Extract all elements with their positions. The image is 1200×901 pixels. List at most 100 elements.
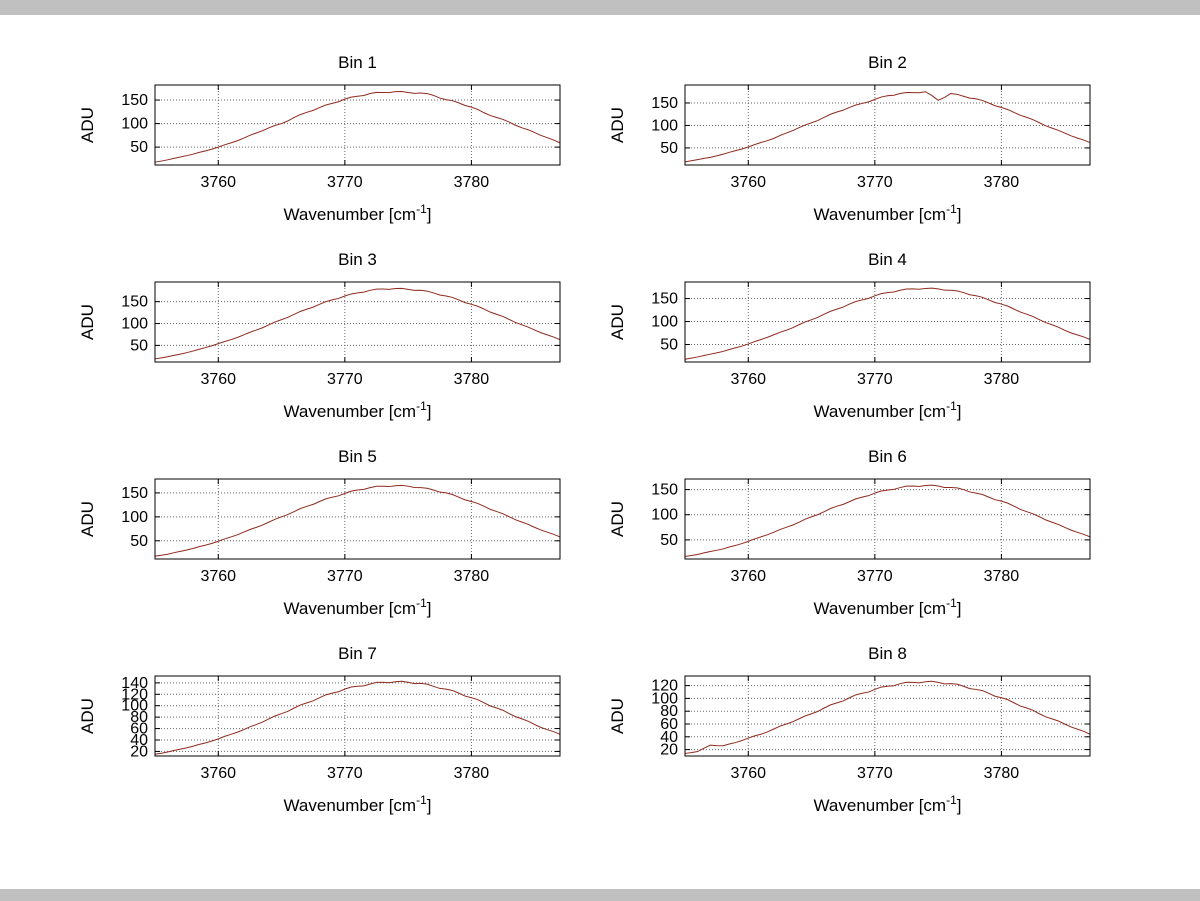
x-tick-label: 3780 xyxy=(454,568,490,585)
y-tick-label: 100 xyxy=(121,116,148,133)
y-tick-label: 20 xyxy=(130,743,148,760)
spectrum-line xyxy=(154,484,561,557)
x-tick-label: 3760 xyxy=(730,765,766,782)
y-tick-label: 60 xyxy=(130,721,148,738)
plot-title: Bin 5 xyxy=(338,447,377,466)
axes-box xyxy=(684,675,1091,757)
x-tick-label: 3770 xyxy=(857,765,893,782)
x-tick-label: 3760 xyxy=(730,568,766,585)
y-tick-label: 50 xyxy=(130,533,148,550)
y-tick-label: 150 xyxy=(651,291,678,308)
x-tick-label: 3770 xyxy=(857,174,893,191)
plot-title: Bin 8 xyxy=(868,644,907,663)
x-tick-label: 3760 xyxy=(200,765,236,782)
axes-box xyxy=(154,478,561,560)
y-tick-label: 100 xyxy=(651,117,678,134)
x-axis-label: Wavenumber [cm-1] xyxy=(284,399,432,421)
subplot-bin-1: 50 100 150 3760 3770 3780 Bin 1 ADU Wavenumber [… xyxy=(78,53,561,224)
y-tick-label: 50 xyxy=(660,532,678,549)
y-tick-label: 100 xyxy=(121,316,148,333)
x-tick-label: 3780 xyxy=(984,371,1020,388)
x-tick-label: 3760 xyxy=(200,568,236,585)
x-tick-label: 3760 xyxy=(200,174,236,191)
window-chrome-top xyxy=(0,0,1200,15)
y-axis-label: ADU xyxy=(608,107,627,143)
plot-title: Bin 3 xyxy=(338,250,377,269)
y-tick-label: 20 xyxy=(660,742,678,759)
spectrum-line xyxy=(154,287,561,360)
y-tick-label: 150 xyxy=(651,95,678,112)
y-tick-label: 50 xyxy=(130,337,148,354)
spectrum-line xyxy=(154,680,561,755)
y-axis-label: ADU xyxy=(78,304,97,340)
y-tick-label: 60 xyxy=(660,716,678,733)
subplot-bin-2: 50 100 150 3760 3770 3780 Bin 2 ADU Wavenumber [… xyxy=(608,53,1091,224)
y-tick-label: 100 xyxy=(121,698,148,715)
y-tick-label: 100 xyxy=(121,509,148,526)
y-tick-label: 50 xyxy=(660,140,678,157)
x-tick-label: 3770 xyxy=(857,568,893,585)
y-tick-label: 100 xyxy=(651,507,678,524)
y-axis-label: ADU xyxy=(78,501,97,537)
spectrum-line xyxy=(684,680,1091,754)
x-tick-label: 3780 xyxy=(454,765,490,782)
y-tick-label: 120 xyxy=(121,686,148,703)
subplot-bin-4: 50 100 150 3760 3770 3780 Bin 4 ADU Wavenumber [… xyxy=(608,250,1091,421)
subplot-bin-5: 50 100 150 3760 3770 3780 Bin 5 ADU Wavenumber [… xyxy=(78,447,561,618)
y-axis-label: ADU xyxy=(78,107,97,143)
y-tick-label: 80 xyxy=(660,703,678,720)
spectrum-line xyxy=(154,90,561,163)
y-tick-label: 50 xyxy=(660,337,678,354)
plot-title: Bin 6 xyxy=(868,447,907,466)
plot-title: Bin 4 xyxy=(868,250,907,269)
x-axis-label: Wavenumber [cm-1] xyxy=(284,596,432,618)
x-axis-label: Wavenumber [cm-1] xyxy=(284,793,432,815)
subplot-bin-3: 50 100 150 3760 3770 3780 Bin 3 ADU Wavenumber [… xyxy=(78,250,561,421)
y-tick-label: 50 xyxy=(130,139,148,156)
y-tick-label: 40 xyxy=(130,732,148,749)
x-axis-label: Wavenumber [cm-1] xyxy=(284,202,432,224)
x-axis-label: Wavenumber [cm-1] xyxy=(814,399,962,421)
y-tick-label: 120 xyxy=(651,678,678,695)
axes-box xyxy=(684,84,1091,166)
x-axis-label: Wavenumber [cm-1] xyxy=(814,793,962,815)
y-axis-label: ADU xyxy=(608,501,627,537)
x-tick-label: 3780 xyxy=(984,174,1020,191)
x-tick-label: 3780 xyxy=(984,765,1020,782)
x-axis-label: Wavenumber [cm-1] xyxy=(814,202,962,224)
y-tick-label: 150 xyxy=(121,485,148,502)
plot-title: Bin 2 xyxy=(868,53,907,72)
x-tick-label: 3780 xyxy=(454,371,490,388)
y-tick-label: 80 xyxy=(130,709,148,726)
y-tick-label: 150 xyxy=(121,294,148,311)
x-tick-label: 3770 xyxy=(327,174,363,191)
y-tick-label: 100 xyxy=(651,314,678,331)
spectrum-line xyxy=(684,91,1091,163)
x-tick-label: 3760 xyxy=(730,174,766,191)
axes-box xyxy=(154,281,561,363)
x-tick-label: 3770 xyxy=(327,371,363,388)
y-axis-label: ADU xyxy=(78,698,97,734)
spectrum-line xyxy=(684,484,1091,557)
plot-title: Bin 1 xyxy=(338,53,377,72)
x-tick-label: 3780 xyxy=(984,568,1020,585)
subplot-bin-6: 50 100 150 3760 3770 3780 Bin 6 ADU Wavenumber [… xyxy=(608,447,1091,618)
spectrum-line xyxy=(684,287,1091,360)
x-tick-label: 3770 xyxy=(327,568,363,585)
axes-box xyxy=(154,675,561,757)
x-axis-label: Wavenumber [cm-1] xyxy=(814,596,962,618)
x-tick-label: 3760 xyxy=(730,371,766,388)
x-tick-label: 3770 xyxy=(327,765,363,782)
x-tick-label: 3770 xyxy=(857,371,893,388)
y-tick-label: 140 xyxy=(121,675,148,692)
axes-box xyxy=(154,84,561,166)
y-axis-label: ADU xyxy=(608,304,627,340)
axes-box xyxy=(684,478,1091,560)
y-axis-label: ADU xyxy=(608,698,627,734)
x-tick-label: 3780 xyxy=(454,174,490,191)
y-tick-label: 150 xyxy=(651,482,678,499)
x-tick-label: 3760 xyxy=(200,371,236,388)
